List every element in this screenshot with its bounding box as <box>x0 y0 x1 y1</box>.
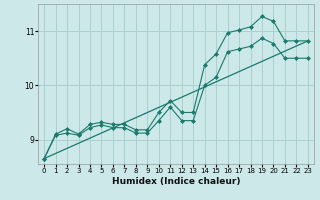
X-axis label: Humidex (Indice chaleur): Humidex (Indice chaleur) <box>112 177 240 186</box>
